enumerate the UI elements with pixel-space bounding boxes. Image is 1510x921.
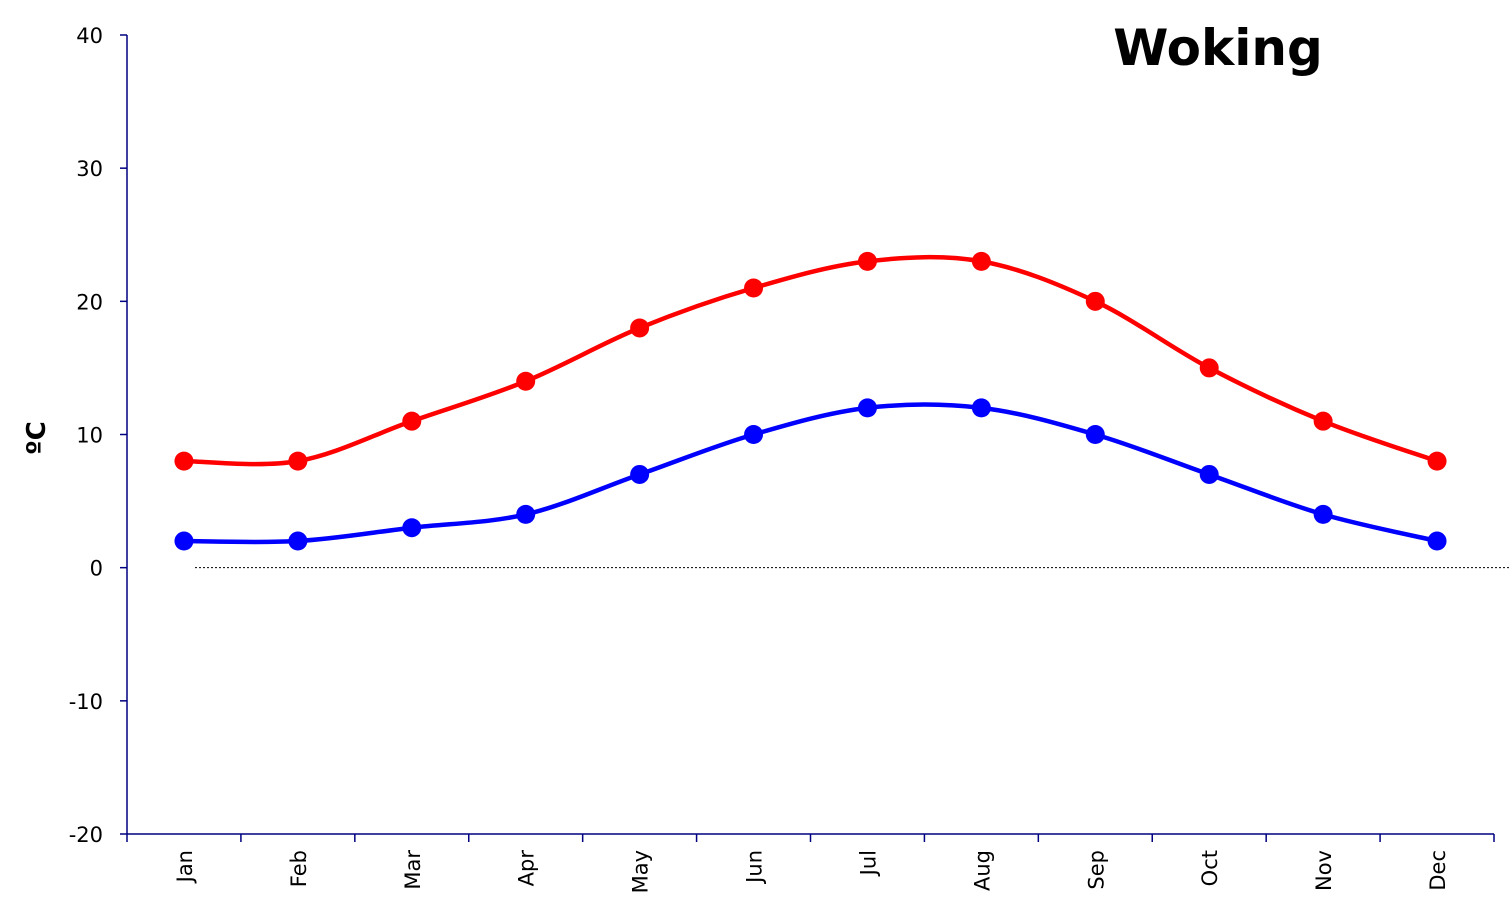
chart-title: Woking <box>1113 19 1323 77</box>
x-tick-label: Mar <box>401 850 425 890</box>
data-point <box>1199 358 1219 378</box>
y-tick-label: 20 <box>76 290 103 314</box>
data-point <box>174 531 194 551</box>
x-tick-label: Apr <box>515 850 539 887</box>
x-tick-label: Jul <box>856 850 880 877</box>
data-point <box>1085 425 1105 444</box>
x-tick-label: May <box>629 850 653 893</box>
data-point <box>744 425 764 444</box>
data-point <box>971 251 991 271</box>
data-point <box>857 398 877 418</box>
data-point <box>1313 411 1333 431</box>
x-ticks: Jan Feb Mar Apr May Jun Jul Aug Sep Oct Nov Dec <box>126 834 1495 893</box>
data-point <box>402 518 422 538</box>
series-line <box>183 254 1438 467</box>
x-tick-label: Oct <box>1198 850 1222 886</box>
x-tick-label: Aug <box>970 850 994 891</box>
data-point <box>630 464 650 484</box>
data-point <box>1199 464 1219 484</box>
x-tick-label: Dec <box>1426 850 1450 891</box>
y-tick-label: 30 <box>76 157 103 181</box>
series-1 <box>174 398 1447 551</box>
series-0 <box>174 251 1447 471</box>
data-point <box>1085 291 1105 311</box>
data-point <box>1427 451 1447 471</box>
data-point <box>971 398 991 418</box>
y-tick-label: 10 <box>76 424 103 448</box>
data-point <box>288 451 308 471</box>
data-point <box>857 251 877 271</box>
x-tick-label: Jun <box>743 850 767 885</box>
data-point <box>1427 531 1447 551</box>
series-layer <box>174 251 1447 551</box>
y-tick-label: -20 <box>69 823 103 847</box>
y-tick-label: -10 <box>69 690 103 714</box>
y-tick-label: 0 <box>90 557 103 581</box>
x-tick-label: Sep <box>1084 850 1108 890</box>
data-point <box>630 318 650 338</box>
x-tick-label: Nov <box>1312 850 1336 891</box>
series-line <box>183 402 1438 545</box>
y-axis-title: ºC <box>22 421 52 455</box>
data-point <box>1313 504 1333 524</box>
data-point <box>402 411 422 431</box>
data-point <box>744 278 764 298</box>
x-tick-label: Jan <box>173 850 197 884</box>
data-point <box>288 531 308 551</box>
axes <box>126 35 1510 835</box>
x-tick-label: Feb <box>287 850 311 887</box>
data-point <box>516 504 536 524</box>
y-tick-label: 40 <box>76 24 103 48</box>
data-point <box>174 451 194 471</box>
data-point <box>516 371 536 391</box>
y-ticks: -20 -10 0 10 20 30 40 <box>69 24 127 847</box>
